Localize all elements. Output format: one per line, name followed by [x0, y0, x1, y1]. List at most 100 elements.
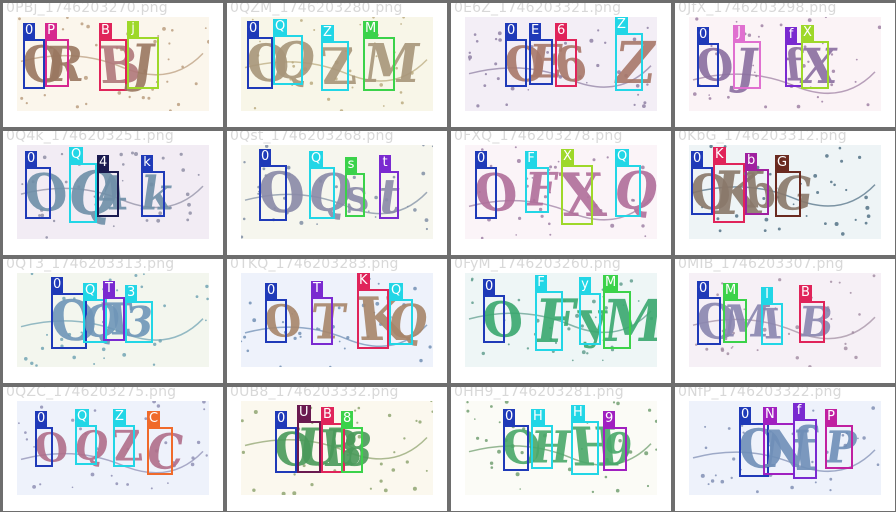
- noise-dot: [145, 219, 149, 222]
- noise-dot: [762, 327, 767, 332]
- detection-box: [83, 299, 107, 343]
- noise-dot: [375, 301, 380, 306]
- detection-box: [75, 425, 97, 465]
- noise-dot: [695, 343, 698, 346]
- noise-dot: [843, 443, 848, 448]
- noise-dot: [602, 359, 604, 362]
- noise-dot: [43, 94, 46, 97]
- noise-dot: [76, 180, 79, 182]
- noise-dot: [505, 103, 508, 106]
- noise-dot: [103, 357, 105, 360]
- noise-dot: [701, 206, 704, 209]
- noise-dot: [732, 457, 736, 461]
- noise-dot: [143, 69, 147, 73]
- noise-dot: [854, 80, 857, 83]
- noise-dot: [158, 211, 162, 215]
- detection-label: 0: [275, 411, 288, 427]
- noise-dot: [403, 437, 406, 440]
- detection-label: Q: [273, 19, 288, 35]
- detection-label: Q: [615, 149, 630, 165]
- noise-dot: [730, 476, 733, 480]
- noise-dot: [471, 301, 474, 304]
- noise-dot: [841, 232, 845, 236]
- noise-dot: [379, 322, 383, 326]
- detection-label: k: [141, 155, 153, 171]
- noise-dot: [379, 479, 383, 483]
- noise-dot: [592, 299, 596, 304]
- detection-box: [505, 39, 527, 87]
- noise-dot: [366, 335, 370, 339]
- noise-dot: [779, 23, 783, 27]
- noise-dot: [849, 291, 852, 294]
- detection-box: [503, 425, 529, 471]
- noise-dot: [754, 71, 756, 74]
- noise-dot: [876, 463, 880, 466]
- noise-dot: [721, 282, 724, 285]
- noise-dot: [116, 289, 119, 292]
- noise-dot: [646, 484, 650, 488]
- captcha-noise: [244, 17, 428, 111]
- tile-filename: 0NfP_1746203322.png: [678, 387, 842, 400]
- noise-dot: [597, 29, 600, 32]
- detection-box: [603, 427, 627, 471]
- noise-dot: [77, 185, 81, 189]
- noise-dot: [586, 81, 588, 84]
- noise-dot: [167, 482, 169, 484]
- noise-dot: [286, 165, 291, 170]
- noise-dot: [293, 336, 297, 340]
- noise-dot: [655, 448, 657, 451]
- noise-dot: [578, 75, 582, 79]
- noise-dot: [716, 217, 720, 221]
- noise-dot: [46, 333, 48, 336]
- noise-dot: [549, 165, 553, 169]
- noise-dot: [604, 475, 608, 479]
- noise-dot: [629, 279, 634, 283]
- noise-dot: [864, 195, 868, 200]
- detection-box: [247, 37, 273, 89]
- noise-dot: [831, 69, 836, 73]
- detection-label: 0: [697, 27, 710, 43]
- noise-dot: [147, 96, 151, 100]
- noise-dot: [516, 159, 521, 163]
- noise-dot: [538, 207, 543, 212]
- noise-dot: [313, 29, 316, 31]
- noise-dot: [795, 325, 800, 330]
- detection-box: [745, 169, 769, 215]
- noise-dot: [344, 50, 347, 53]
- detection-label: G: [775, 155, 790, 171]
- noise-dot: [128, 95, 131, 99]
- noise-dot: [494, 37, 498, 41]
- detection-box: [561, 165, 593, 225]
- noise-dot: [830, 318, 833, 320]
- noise-dot: [171, 29, 174, 32]
- detection-label: Q: [309, 151, 324, 167]
- detection-box: [603, 291, 631, 349]
- detection-label: 0: [259, 149, 272, 165]
- noise-dot: [374, 42, 376, 44]
- noise-dot: [144, 305, 147, 309]
- detection-label: 8: [341, 411, 354, 427]
- noise-dot: [361, 303, 366, 308]
- noise-line: [244, 59, 428, 82]
- noise-dot: [119, 47, 124, 52]
- noise-dot: [75, 105, 79, 109]
- noise-dot: [857, 437, 859, 440]
- noise-dot: [38, 214, 41, 217]
- noise-dot: [764, 217, 769, 222]
- noise-dot: [776, 196, 780, 199]
- noise-dot: [25, 102, 28, 105]
- noise-dot: [172, 463, 176, 468]
- noise-dot: [281, 491, 286, 495]
- noise-dot: [359, 23, 362, 26]
- detection-label: Q: [69, 147, 84, 163]
- noise-dot: [756, 490, 759, 494]
- noise-dot: [66, 17, 69, 19]
- noise-dot: [259, 40, 261, 43]
- noise-dot: [705, 347, 709, 351]
- captcha-noise: [692, 145, 876, 236]
- noise-dot: [476, 104, 480, 108]
- noise-dot: [112, 225, 115, 228]
- noise-dot: [310, 483, 314, 487]
- detection-box: [97, 171, 119, 217]
